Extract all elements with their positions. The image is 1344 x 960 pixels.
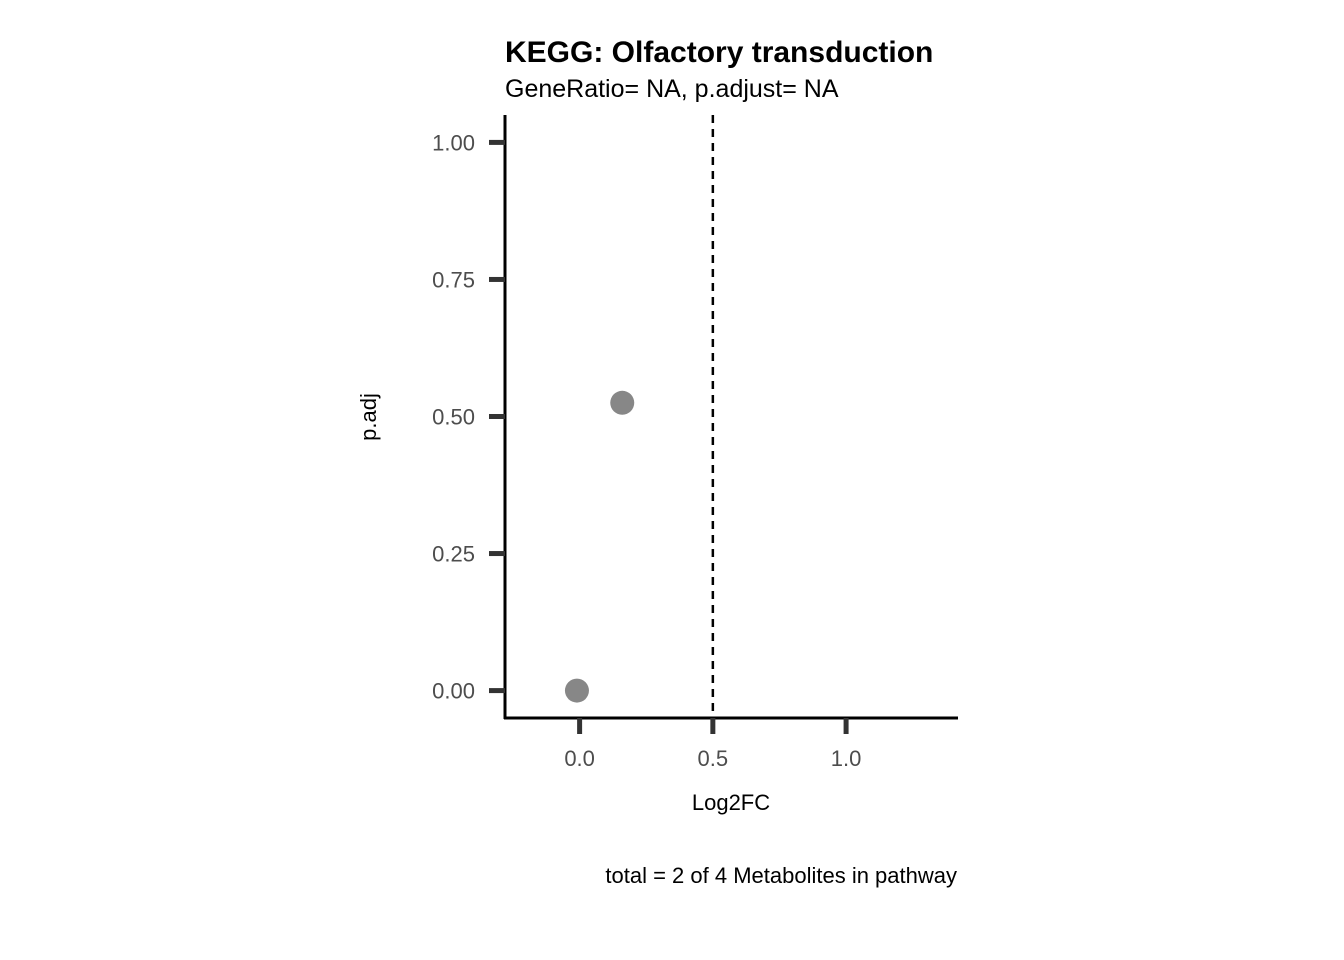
x-ticks: 0.0 0.5 1.0 xyxy=(564,718,861,771)
y-tick-label: 0.75 xyxy=(432,267,475,292)
data-point-2 xyxy=(564,678,589,703)
y-axis-title: p.adj xyxy=(356,393,381,441)
x-tick-label: 0.5 xyxy=(698,746,729,771)
y-tick-label: 0.00 xyxy=(432,679,475,704)
points-layer xyxy=(564,390,635,703)
y-tick-label: 0.25 xyxy=(432,542,475,567)
chart-title: KEGG: Olfactory transduction xyxy=(505,36,933,69)
x-axis-title: Log2FC xyxy=(692,790,770,815)
y-ticks: 0.00 0.25 0.50 0.75 1.00 xyxy=(432,130,505,704)
chart-subtitle: GeneRatio= NA, p.adjust= NA xyxy=(505,75,839,103)
x-tick-label: 0.0 xyxy=(564,746,595,771)
data-point-1 xyxy=(610,390,635,415)
y-tick-label: 0.50 xyxy=(432,405,475,430)
chart-caption: total = 2 of 4 Metabolites in pathway xyxy=(605,863,957,888)
x-tick-label: 1.0 xyxy=(831,746,862,771)
y-tick-label: 1.00 xyxy=(432,130,475,155)
